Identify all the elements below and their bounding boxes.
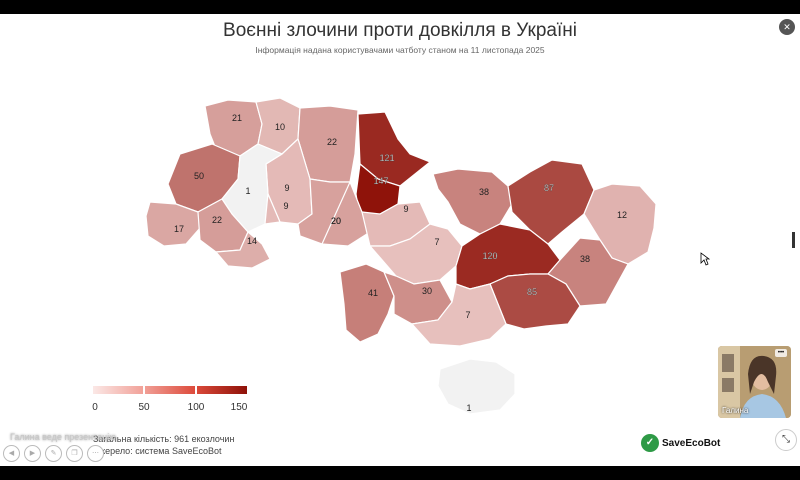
region-value-label: 147 (373, 176, 388, 186)
region-value-label: 120 (482, 251, 497, 261)
map-region[interactable] (489, 273, 581, 330)
region-value-label: 20 (331, 216, 341, 226)
map-region[interactable] (583, 183, 657, 265)
region-value-label: 9 (403, 204, 408, 214)
next-icon[interactable]: ▶ (24, 445, 41, 462)
legend-tick-label: 100 (187, 402, 205, 413)
presentation-controls: ◀ ▶ ✎ ❐ ⋯ (3, 445, 104, 462)
region-value-label: 30 (422, 286, 432, 296)
saveecobot-logo: ✓ SaveEcoBot (641, 434, 720, 452)
legend-tick-label: 150 (230, 402, 248, 413)
region-value-label: 121 (379, 153, 394, 163)
map-region[interactable] (339, 263, 395, 343)
more-icon[interactable]: ⋯ (87, 445, 104, 462)
presenter-status: Галина веде презентацію (10, 432, 116, 442)
presenter-camera[interactable]: ••• Галина (718, 346, 791, 418)
camera-name: Галина (722, 406, 749, 415)
mic-off-icon[interactable]: ✕ (779, 19, 795, 35)
region-value-label: 1 (245, 186, 250, 196)
map-region[interactable] (410, 283, 507, 347)
region-value-label: 21 (232, 113, 242, 123)
mouse-cursor (700, 252, 710, 266)
scrollbar[interactable] (792, 232, 795, 248)
region-value-label: 87 (544, 183, 554, 193)
region-value-label: 9 (284, 183, 289, 193)
region-value-label: 7 (465, 310, 470, 320)
presentation-slide: Воєнні злочини проти довкілля в Україні … (0, 14, 800, 466)
page-subtitle: Інформація надана користувачами чатботу … (255, 45, 545, 55)
region-value-label: 38 (580, 254, 590, 264)
region-value-label: 38 (479, 187, 489, 197)
page-title: Воєнні злочини проти довкілля в Україні (223, 20, 577, 41)
region-value-label: 22 (327, 137, 337, 147)
region-value-label: 20 (331, 216, 341, 226)
region-value-label: 22 (212, 215, 222, 225)
camera-feed (718, 346, 791, 418)
logo-text: SaveEcoBot (662, 437, 721, 449)
region-value-label: 41 (368, 288, 378, 298)
leaf-icon: ✓ (641, 434, 659, 452)
region-value-label: 10 (275, 122, 285, 132)
legend-divider (195, 386, 197, 394)
total-count-text: Загальна кількість: 961 екозлочин (93, 434, 235, 444)
copy-icon[interactable]: ❐ (66, 445, 83, 462)
legend-color-scale (93, 386, 247, 394)
region-value-label: 17 (174, 224, 184, 234)
map-region[interactable] (145, 201, 201, 247)
legend-tick-label: 50 (138, 402, 150, 413)
legend-divider (143, 386, 145, 394)
region-value-label: 14 (247, 236, 257, 246)
map-region[interactable] (437, 358, 516, 415)
region-value-label: 1 (466, 403, 471, 413)
prev-icon[interactable]: ◀ (3, 445, 20, 462)
region-value-label: 12 (617, 210, 627, 220)
exit-fullscreen-icon[interactable]: ⤡ (775, 429, 797, 451)
region-value-label: 85 (527, 287, 537, 297)
pen-icon[interactable]: ✎ (45, 445, 62, 462)
region-value-label: 7 (434, 237, 439, 247)
map-region[interactable] (214, 231, 271, 269)
region-value-label: 9 (283, 201, 288, 211)
camera-menu-icon[interactable]: ••• (775, 349, 787, 357)
region-value-label: 50 (194, 171, 204, 181)
source-text: Джерело: система SaveEcoBot (93, 446, 222, 456)
map-region[interactable] (264, 193, 281, 225)
legend-tick-label: 0 (92, 402, 98, 413)
